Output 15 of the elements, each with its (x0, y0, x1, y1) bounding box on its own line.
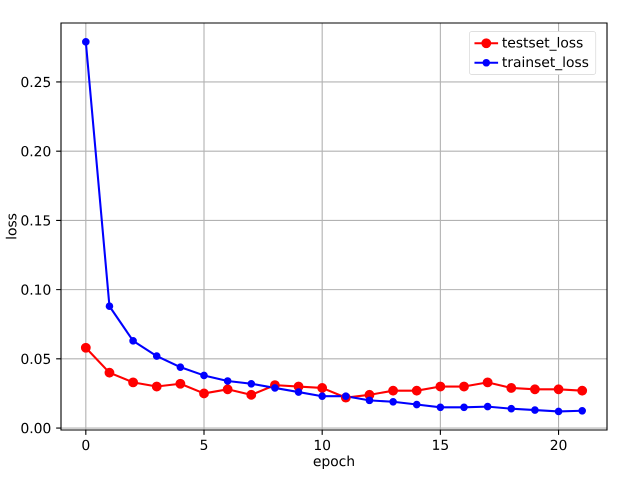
y-tick-label: 0.10 (21, 284, 50, 295)
y-tick-label: 0.15 (21, 215, 50, 226)
y-tick-label: 0.25 (21, 76, 50, 88)
x-tick-label: 20 (550, 440, 566, 450)
y-axis-title: loss (6, 214, 16, 239)
x-tick-label: 15 (433, 440, 448, 450)
x-tick-label: 0 (82, 440, 90, 450)
legend-label: testset_loss (502, 36, 583, 51)
x-axis-title: epoch (314, 456, 354, 469)
x-tick-label: 5 (200, 440, 208, 450)
y-tick-label: 0.20 (21, 146, 50, 156)
y-tick-label: 0.05 (21, 354, 50, 364)
y-tick-label: 0.00 (21, 422, 50, 434)
legend-label: trainset_loss (502, 56, 588, 70)
x-tick-label: 10 (314, 440, 330, 450)
